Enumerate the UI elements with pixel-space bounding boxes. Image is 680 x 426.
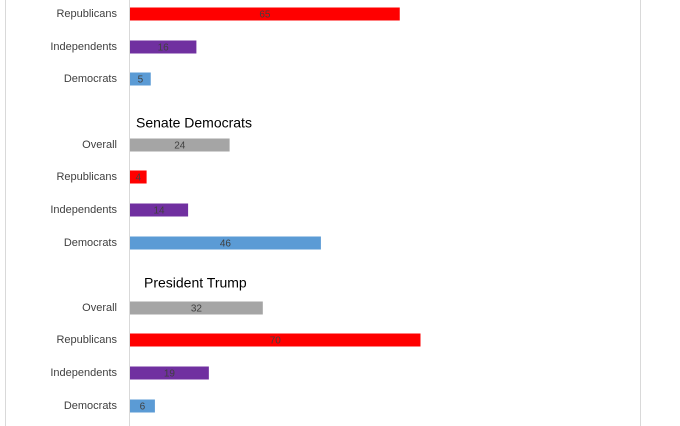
category-label-independents: Independents — [50, 367, 117, 379]
category-label-republicans: Republicans — [56, 171, 117, 183]
bar-overall — [130, 138, 230, 152]
category-label-overall: Overall — [82, 302, 117, 314]
data-label: 65 — [259, 10, 271, 21]
data-label: 16 — [158, 43, 170, 54]
bar-republicans — [130, 333, 421, 347]
bar-republicans — [130, 7, 400, 21]
category-label-independents: Independents — [50, 41, 117, 53]
category-label-republicans: Republicans — [56, 8, 117, 20]
data-label: 6 — [140, 402, 146, 413]
bar-democrats — [130, 236, 321, 250]
data-label: 5 — [138, 75, 144, 86]
bar-democrats — [130, 72, 151, 86]
bar-independents — [130, 40, 197, 54]
category-label-republicans: Republicans — [56, 334, 117, 346]
bar-independents — [130, 366, 209, 380]
category-label-democrats: Democrats — [64, 73, 118, 85]
category-label-overall: Overall — [82, 139, 117, 151]
data-label: 24 — [174, 141, 186, 152]
category-label-independents: Independents — [50, 204, 117, 216]
bar-democrats — [130, 399, 155, 413]
bar-independents — [130, 203, 189, 217]
data-label: 70 — [270, 336, 282, 347]
category-label-democrats: Democrats — [64, 400, 118, 412]
data-label: 4 — [136, 173, 142, 184]
panel-title: President Trump — [144, 275, 247, 291]
bar-overall — [130, 301, 263, 315]
bar-republicans — [130, 170, 147, 184]
data-label: 14 — [153, 206, 165, 217]
plot-area-border — [5, 0, 641, 426]
data-label: 32 — [191, 304, 203, 315]
data-label: 19 — [164, 369, 176, 380]
data-label: 46 — [220, 239, 232, 250]
category-label-democrats: Democrats — [64, 237, 118, 249]
panel-title: Senate Democrats — [136, 115, 252, 131]
